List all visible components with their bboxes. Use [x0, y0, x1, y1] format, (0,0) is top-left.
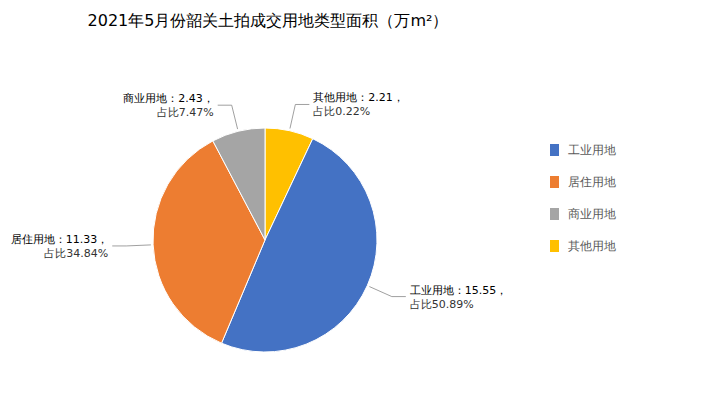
- leader-line: [112, 245, 151, 246]
- legend-swatch: [550, 144, 559, 156]
- legend: 工业用地居住用地商业用地其他用地: [550, 143, 616, 253]
- percentage-label: 占比7.47%: [157, 106, 214, 119]
- labels: 其他用地：2.21，占比0.22% 工业用地：15.55，占比50.89% 居住用地…: [11, 91, 508, 310]
- data-label: 其他用地：2.21，: [313, 91, 404, 104]
- data-label: 工业用地：15.55，: [410, 284, 508, 297]
- legend-entry: 其他用地: [568, 239, 616, 253]
- title: 2021年5月份韶关土拍成交用地类型面积（万m²）: [88, 11, 449, 30]
- legend-swatch: [550, 240, 559, 252]
- leader-line: [369, 287, 406, 297]
- pie: [153, 128, 377, 352]
- legend-entry: 商业用地: [568, 207, 616, 221]
- chart: 2021年5月份韶关土拍成交用地类型面积（万m²） 其他用地：2.21，占比0.2…: [0, 0, 705, 411]
- legend-swatch: [550, 176, 559, 188]
- percentage-label: 占比50.89%: [410, 298, 474, 311]
- data-label: 商业用地：2.43，: [123, 92, 214, 105]
- legend-entry: 工业用地: [568, 143, 616, 157]
- data-label: 居住用地：11.33，: [11, 233, 109, 246]
- slice: [213, 128, 265, 240]
- leader-line: [218, 105, 238, 129]
- percentage-label: 占比34.84%: [44, 247, 108, 260]
- leader-line: [290, 104, 309, 128]
- percentage-label: 占比0.22%: [313, 105, 370, 118]
- legend-swatch: [550, 208, 559, 220]
- legend-entry: 居住用地: [568, 175, 616, 189]
